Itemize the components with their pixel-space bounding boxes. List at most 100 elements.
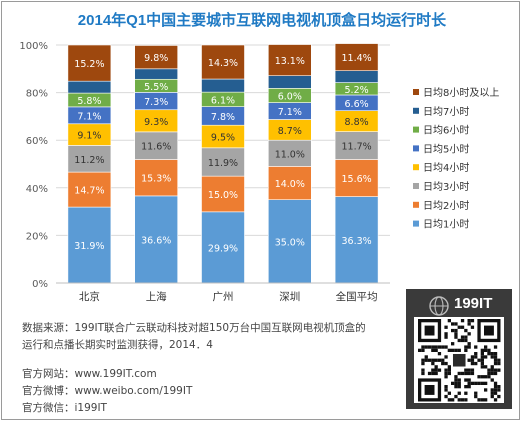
bar-segment bbox=[334, 159, 379, 197]
x-tick-label: 全国平均 bbox=[336, 290, 378, 303]
bar-segment bbox=[67, 145, 112, 173]
legend-swatch bbox=[413, 89, 419, 95]
bar-segment bbox=[267, 75, 312, 89]
bar-segment bbox=[134, 45, 178, 70]
y-tick-label: 20% bbox=[26, 231, 48, 242]
data-label: 6.6% bbox=[345, 99, 369, 110]
data-label: 11.6% bbox=[141, 142, 171, 153]
data-label: 9.3% bbox=[144, 117, 168, 128]
data-label: 6.1% bbox=[211, 95, 235, 106]
data-label: 11.0% bbox=[275, 149, 305, 160]
legend-swatch bbox=[413, 107, 419, 114]
brand-logo-box: 199IT bbox=[406, 289, 512, 409]
official-wechat: 官方微信：i199IT bbox=[22, 402, 107, 414]
legend-swatch bbox=[413, 145, 419, 152]
bar-segment bbox=[134, 68, 178, 80]
data-label: 11.2% bbox=[74, 155, 104, 166]
legend-label: 日均2小时 bbox=[423, 200, 469, 212]
legend-label: 日均7小时 bbox=[423, 106, 469, 118]
x-tick-label: 广州 bbox=[213, 291, 234, 303]
official-website: 官方网站：www.199IT.com bbox=[22, 368, 157, 380]
legend-label: 日均1小时 bbox=[423, 219, 469, 231]
data-label: 29.9% bbox=[208, 243, 238, 254]
globe-icon bbox=[429, 296, 449, 316]
official-weibo: 官方微博：www.weibo.com/199IT bbox=[22, 385, 193, 397]
legend-label: 日均3小时 bbox=[423, 181, 469, 193]
bar-segment bbox=[334, 43, 379, 72]
bar-segment bbox=[201, 175, 245, 213]
legend-swatch bbox=[413, 220, 419, 227]
legend-swatch bbox=[413, 183, 419, 189]
y-tick-label: 80% bbox=[26, 89, 48, 100]
data-label: 5.5% bbox=[144, 82, 168, 93]
data-label: 13.1% bbox=[275, 56, 305, 67]
bar-segment bbox=[334, 70, 379, 83]
chart-title: 2014年Q1中国主要城市互联网电视机顶盒日均运行时长 bbox=[78, 11, 447, 29]
data-label: 5.2% bbox=[345, 85, 369, 96]
bar-segment bbox=[201, 147, 245, 177]
legend: 日均8小时及以上日均7小时日均6小时日均5小时日均4小时日均3小时日均2小时日均… bbox=[413, 87, 499, 231]
y-tick-label: 40% bbox=[26, 184, 48, 195]
legend-swatch bbox=[413, 126, 419, 133]
bar-segment bbox=[67, 206, 112, 284]
legend-label: 日均8小时及以上 bbox=[423, 87, 499, 99]
y-tick-label: 100% bbox=[19, 41, 48, 52]
data-label: 15.3% bbox=[141, 174, 171, 185]
bars: 31.9% 14.7% 11.2% 9.1% 7.1% 5.8% 15.2% 36.6% 15.… bbox=[67, 43, 379, 284]
legend-label: 日均5小时 bbox=[423, 143, 469, 155]
data-label: 11.9% bbox=[208, 158, 238, 169]
bar-segment bbox=[267, 139, 312, 167]
data-label: 36.6% bbox=[141, 235, 171, 246]
axes: 0% 20% 40% 60% 80% 100% 北京 上海 广州 深圳 全国平均 bbox=[19, 41, 390, 303]
data-label: 36.3% bbox=[342, 236, 372, 247]
legend-label: 日均6小时 bbox=[423, 125, 469, 137]
data-label: 15.6% bbox=[342, 174, 372, 185]
x-tick-label: 北京 bbox=[79, 290, 100, 303]
data-label: 8.7% bbox=[278, 126, 302, 137]
data-label: 6.0% bbox=[278, 91, 302, 102]
data-label: 7.8% bbox=[211, 112, 235, 123]
x-tick-label: 上海 bbox=[146, 290, 167, 303]
y-tick-label: 0% bbox=[32, 279, 48, 290]
data-label: 14.7% bbox=[74, 186, 104, 197]
legend-swatch bbox=[413, 164, 419, 171]
data-label: 5.8% bbox=[77, 96, 101, 107]
y-tick-label: 60% bbox=[26, 136, 48, 147]
bar-segment bbox=[67, 44, 112, 82]
data-label: 7.3% bbox=[144, 97, 168, 108]
data-label: 11.7% bbox=[342, 142, 372, 153]
data-label: 14.0% bbox=[275, 179, 305, 190]
source-note-line2: 运行和点播长期实时监测获得，2014．4 bbox=[22, 339, 213, 351]
data-label: 7.1% bbox=[278, 107, 302, 118]
data-label: 9.8% bbox=[144, 53, 168, 64]
x-tick-label: 深圳 bbox=[279, 291, 300, 303]
bar-segment bbox=[201, 211, 245, 284]
data-label: 7.1% bbox=[77, 111, 101, 122]
data-label: 9.1% bbox=[77, 131, 101, 142]
bar-segment bbox=[334, 196, 379, 284]
qr-code bbox=[414, 317, 504, 403]
data-label: 14.3% bbox=[208, 58, 238, 69]
data-label: 31.9% bbox=[74, 241, 104, 252]
legend-swatch bbox=[413, 201, 419, 208]
bar-segment bbox=[134, 159, 178, 197]
bar-segment bbox=[267, 44, 312, 77]
bar-segment bbox=[134, 195, 178, 284]
data-label: 8.8% bbox=[345, 117, 369, 128]
legend-label: 日均4小时 bbox=[423, 162, 469, 174]
bar-segment bbox=[67, 80, 112, 94]
data-label: 11.4% bbox=[342, 53, 372, 64]
data-label: 9.5% bbox=[211, 133, 235, 144]
bar-segment bbox=[201, 78, 245, 93]
bar-segment bbox=[67, 171, 112, 208]
bar-segment bbox=[201, 44, 245, 80]
brand-logo-text: 199IT bbox=[454, 295, 493, 312]
data-label: 15.2% bbox=[74, 59, 104, 70]
data-label: 15.0% bbox=[208, 190, 238, 201]
source-note-line1: 数据来源：199IT联合广云联动科技对超150万台中国互联网电视机顶盒的 bbox=[22, 322, 366, 334]
bar-segment bbox=[134, 131, 178, 160]
bar-segment bbox=[267, 166, 312, 201]
data-label: 35.0% bbox=[275, 237, 305, 248]
